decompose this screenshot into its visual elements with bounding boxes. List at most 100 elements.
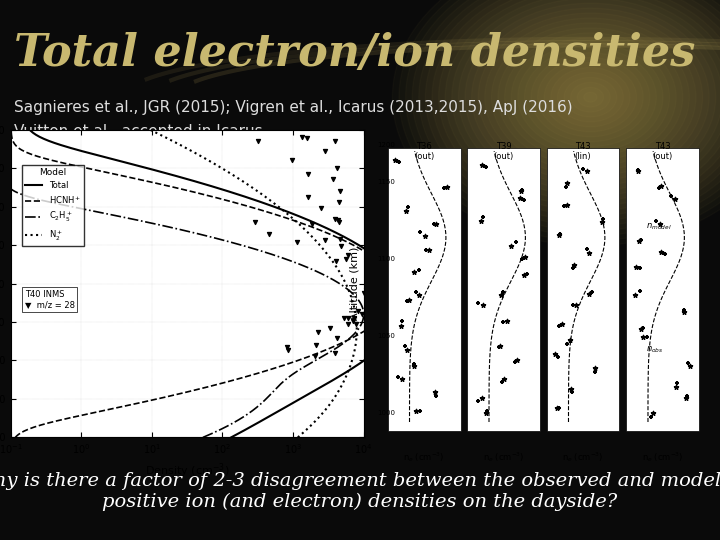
Point [392, 373, 403, 381]
Text: n$_{model}$: n$_{model}$ [646, 221, 672, 232]
Line: C$_2$H$_5^+$: C$_2$H$_5^+$ [4, 130, 364, 437]
N$_2^+$ [145, 126, 154, 133]
Point [315, 203, 327, 212]
Point [564, 336, 576, 345]
Text: T43
(out): T43 (out) [652, 142, 672, 161]
Point [348, 314, 360, 322]
Point [561, 201, 572, 210]
C$_2$H$_5^+$ [267, 251, 276, 258]
Text: Vuitton et al., accepted in Icarus: Vuitton et al., accepted in Icarus [14, 124, 263, 139]
Point [514, 194, 526, 202]
Point [477, 212, 489, 221]
C$_2$H$_5^+$ [251, 246, 259, 252]
Point [341, 254, 352, 263]
Point [408, 267, 420, 276]
Point [558, 201, 570, 210]
Point [495, 291, 507, 299]
Point [577, 165, 589, 173]
HCNH$^+$ [12, 433, 21, 440]
Point [438, 184, 450, 192]
Point [414, 407, 426, 415]
Point [333, 216, 344, 225]
Point [634, 264, 646, 272]
Point [581, 166, 593, 175]
Point [472, 299, 484, 308]
Point [364, 269, 375, 278]
Point [302, 170, 314, 178]
Point [566, 388, 577, 396]
HCNH$^+$ [356, 246, 365, 252]
C$_2$H$_5^+$ [201, 433, 210, 440]
Point [510, 358, 521, 367]
Point [347, 317, 359, 326]
Point [635, 325, 647, 334]
Point [566, 384, 577, 393]
Point [319, 236, 330, 245]
Point [329, 137, 341, 145]
Point [498, 374, 510, 383]
Point [400, 342, 411, 350]
Point [480, 409, 492, 417]
Point [678, 306, 690, 314]
Point [510, 355, 522, 364]
Point [516, 255, 528, 264]
Point [287, 156, 298, 165]
Point [291, 238, 302, 246]
Point [554, 322, 565, 330]
Total [105, 155, 114, 161]
Point [505, 242, 517, 251]
Text: 1150: 1150 [378, 179, 395, 185]
Point [370, 289, 382, 298]
Text: T36
(out): T36 (out) [414, 142, 434, 161]
Point [515, 187, 526, 196]
Total [25, 126, 34, 133]
Point [666, 192, 678, 200]
Point [360, 286, 372, 294]
Point [356, 310, 368, 319]
Point [410, 407, 421, 415]
Point [281, 343, 292, 352]
Point [307, 219, 318, 228]
Point [429, 388, 441, 397]
Text: T39
(out): T39 (out) [493, 142, 513, 161]
Text: 1200: 1200 [378, 142, 395, 148]
Point [403, 295, 415, 304]
Point [402, 345, 413, 354]
Point [597, 215, 608, 224]
C$_2$H$_5^+$ [270, 252, 279, 259]
Point [596, 217, 608, 226]
N$_2^+$ [201, 155, 210, 161]
Point [655, 181, 667, 190]
Text: T40 INMS
▼  m/z = 28: T40 INMS ▼ m/z = 28 [25, 289, 75, 309]
Text: 1000: 1000 [378, 410, 396, 416]
Point [302, 193, 314, 201]
Point [338, 313, 350, 322]
Point [419, 232, 431, 240]
Text: Sagnieres et al., JGR (2015); Vigren et al., Icarus (2013,2015), ApJ (2016): Sagnieres et al., JGR (2015); Vigren et … [14, 100, 573, 115]
Total [370, 252, 379, 259]
Point [681, 392, 693, 400]
C$_2$H$_5^+$ [0, 175, 9, 181]
Point [331, 164, 343, 173]
Point [430, 392, 441, 401]
Point [632, 167, 644, 176]
Point [363, 272, 374, 280]
Line: N$_2^+$: N$_2^+$ [150, 130, 357, 437]
Point [472, 397, 484, 406]
Point [510, 238, 521, 246]
Text: T43
(lin): T43 (lin) [575, 142, 591, 161]
HCNH$^+$ [366, 252, 374, 259]
Point [441, 183, 453, 192]
Point [517, 185, 528, 194]
Point [282, 346, 294, 354]
Point [637, 323, 649, 332]
Point [410, 288, 422, 296]
C$_2$H$_5^+$ [199, 434, 207, 441]
Point [583, 248, 595, 257]
Total [227, 434, 235, 441]
Text: n$_{obs}$: n$_{obs}$ [646, 344, 664, 355]
HCNH$^+$ [128, 175, 137, 181]
Point [390, 156, 401, 164]
Point [334, 235, 346, 244]
Point [645, 412, 657, 421]
